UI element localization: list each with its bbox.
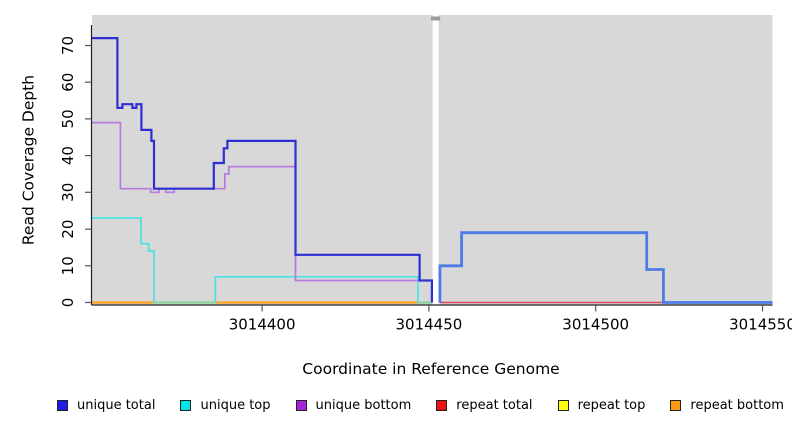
y-axis-title: Read Coverage Depth (20, 75, 38, 245)
legend-label: unique top (200, 398, 271, 413)
legend: unique total unique top unique bottom repea… (0, 398, 792, 413)
y-tick-label: 30 (59, 183, 77, 202)
legend-label: repeat total (456, 398, 533, 413)
legend-item-repeat-total: repeat total (436, 398, 533, 413)
legend-label: repeat top (577, 398, 646, 413)
y-tick-label: 0 (59, 298, 77, 308)
legend-item-unique-total: unique total (57, 398, 155, 413)
legend-item-unique-bottom: unique bottom (295, 398, 412, 413)
series-unique-total-right-panel- (438, 231, 773, 304)
x-tick-label: 3014550 (729, 316, 792, 334)
y-tick-label: 70 (59, 36, 77, 55)
legend-item-repeat-bottom: repeat bottom (670, 398, 784, 413)
legend-item-repeat-top: repeat top (557, 398, 646, 413)
y-tick-label: 50 (59, 109, 77, 128)
series-unique-total-left-panel- (92, 37, 433, 303)
repeat-total-swatch (436, 400, 448, 411)
x-tick-label: 3014400 (229, 316, 296, 334)
plot-panel-1 (92, 15, 433, 305)
x-axis-title: Coordinate in Reference Genome (302, 360, 559, 378)
y-tick-label: 60 (59, 73, 77, 92)
unique-total-swatch (57, 400, 68, 411)
legend-label: repeat bottom (690, 398, 784, 413)
unique-top-swatch (180, 400, 192, 411)
y-tick-label: 10 (59, 256, 77, 275)
x-tick-label: 3014500 (562, 316, 629, 334)
coverage-gap-marker (431, 16, 441, 21)
legend-label: unique bottom (315, 398, 412, 413)
unique-bottom-swatch (295, 400, 307, 411)
legend-item-unique-top: unique top (180, 398, 271, 413)
y-tick-label: 20 (59, 220, 77, 239)
repeat-top-swatch (557, 400, 569, 411)
repeat-bottom-swatch (670, 400, 682, 411)
y-tick-label: 40 (59, 146, 77, 165)
plot-panel-2 (438, 15, 773, 305)
legend-label: unique total (77, 398, 156, 413)
x-tick-label: 3014450 (395, 316, 462, 334)
